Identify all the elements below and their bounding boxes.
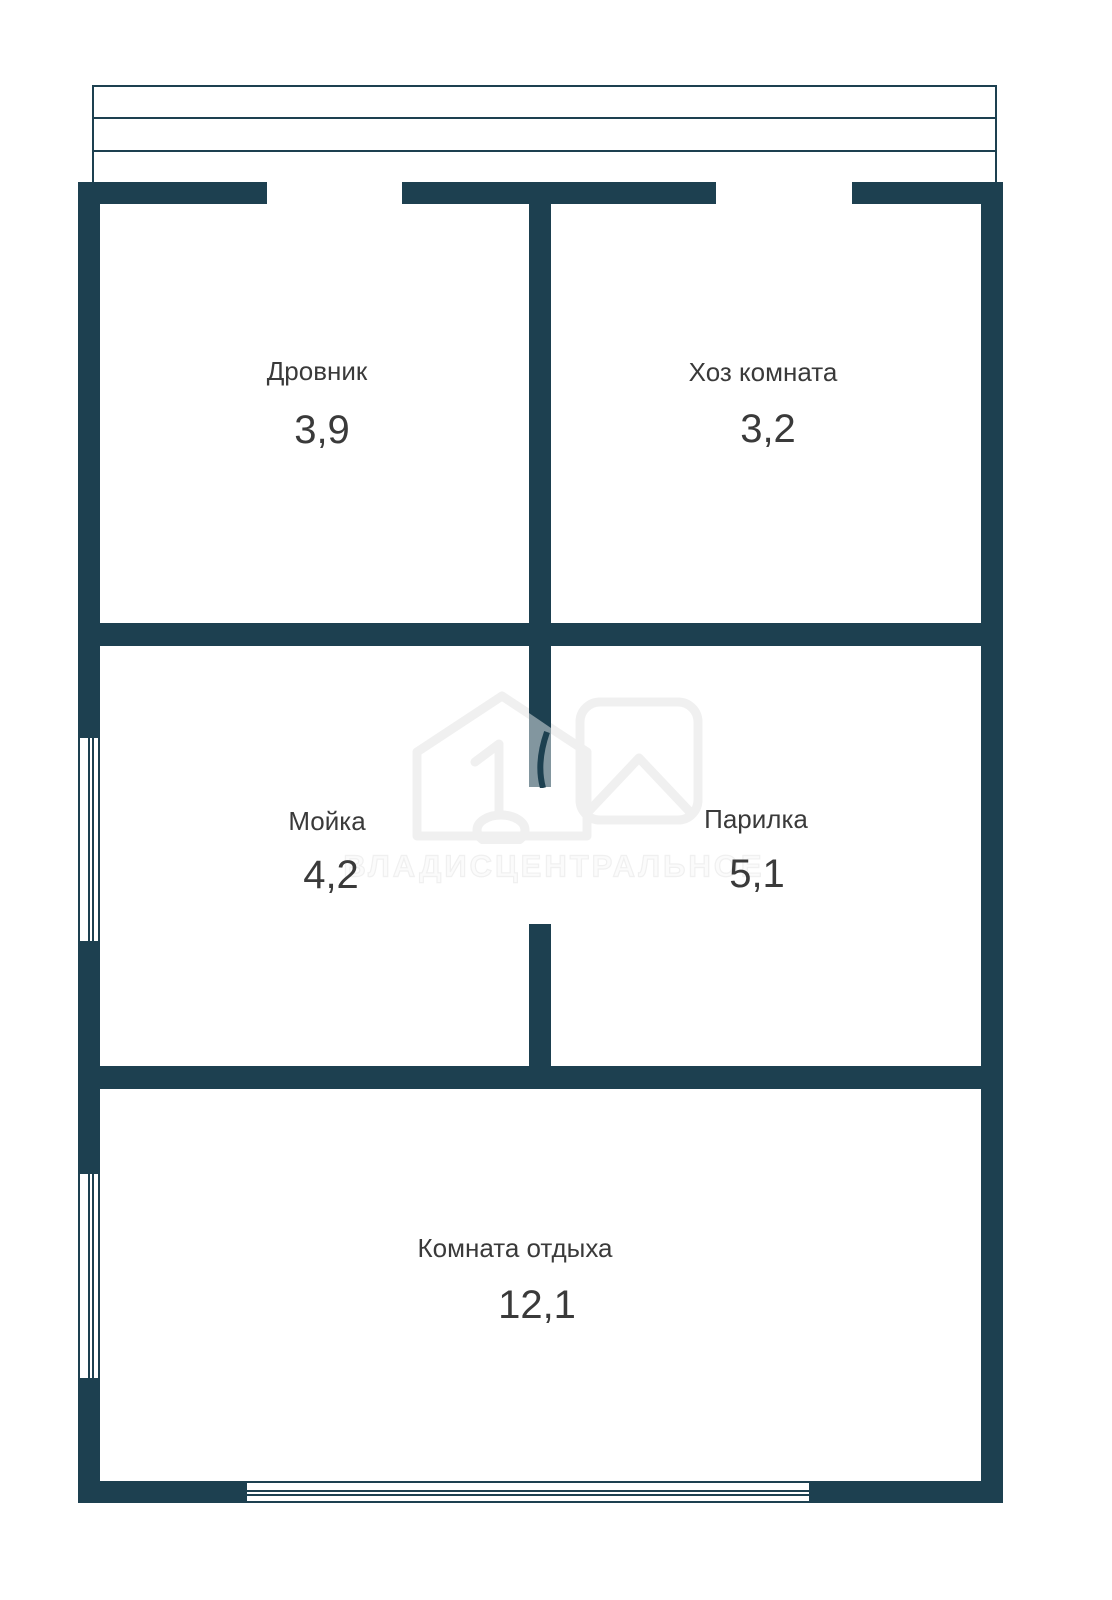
wall-right <box>981 182 1003 1503</box>
wall-mid-vertical-upper <box>529 204 551 787</box>
room-area-drovnik: 3,9 <box>294 408 350 452</box>
room-name-moyka: Мойка <box>288 806 366 836</box>
wall-bottom-segment-right <box>809 1481 1003 1503</box>
watermark-wall-curve <box>537 731 550 788</box>
window-left-upper <box>78 738 100 941</box>
window-pane-line <box>247 1490 809 1492</box>
wall-left-middle <box>78 941 100 1174</box>
room-name-khoz-komnata: Хоз комната <box>688 357 838 387</box>
wall-mid-vertical-lower <box>529 924 551 1089</box>
room-name-parilka: Парилка <box>704 804 808 834</box>
window-pane-line <box>247 1494 809 1496</box>
porch-step-line <box>94 117 995 119</box>
room-name-komnata-otdykha: Комната отдыха <box>417 1233 613 1263</box>
watermark-frame <box>575 697 703 825</box>
wall-top-segment-middle <box>402 182 716 204</box>
watermark-mountain <box>583 753 695 817</box>
room-area-khoz-komnata: 3,2 <box>740 407 796 451</box>
window-left-lower <box>78 1174 100 1378</box>
window-bottom <box>247 1481 809 1503</box>
room-name-drovnik: Дровник <box>266 356 368 386</box>
watermark-digit-one <box>470 739 504 819</box>
watermark-letter-bowl <box>472 810 530 844</box>
wall-top-segment-left <box>78 182 267 204</box>
room-area-komnata-otdykha: 12,1 <box>498 1283 576 1327</box>
wall-top-segment-right <box>852 182 1003 204</box>
room-area-moyka: 4,2 <box>303 853 359 897</box>
wall-left-upper <box>78 182 100 738</box>
porch-steps <box>92 85 997 182</box>
wall-left-lower <box>78 1378 100 1503</box>
room-area-parilka: 5,1 <box>729 852 785 896</box>
window-pane-line <box>88 738 90 941</box>
porch-step-line <box>94 150 995 152</box>
window-pane-line <box>88 1174 90 1378</box>
window-pane-line <box>92 738 94 941</box>
watermark-wall-overlay <box>529 713 551 788</box>
watermark-house-logo-icon <box>412 691 703 844</box>
window-pane-line <box>92 1174 94 1378</box>
wall-bottom-segment-left <box>78 1481 247 1503</box>
watermark-text: ВЛАДИСЦЕНТРАЛЬНОЕ <box>343 848 765 884</box>
